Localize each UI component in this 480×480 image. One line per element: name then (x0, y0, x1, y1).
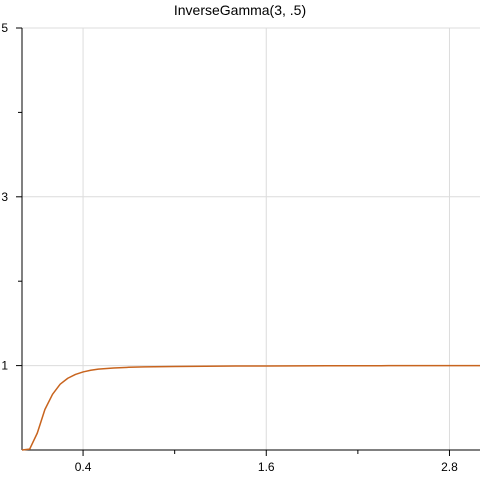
series-layer (21, 364, 480, 451)
series-line (21, 364, 480, 451)
x-tick-label: 1.6 (258, 460, 275, 474)
grid-layer (22, 27, 480, 450)
y-tick-label: 1 (1, 359, 8, 373)
x-tick-label: 0.4 (75, 460, 92, 474)
x-tick-label: 2.8 (441, 460, 458, 474)
axis-layer (16, 27, 480, 456)
chart-title: InverseGamma(3, .5) (174, 2, 306, 18)
y-tick-label: 3 (1, 190, 8, 204)
label-layer: InverseGamma(3, .5) 0.4 1.6 2.8 1 3 5 (1, 2, 458, 474)
y-tick-label: 5 (1, 21, 8, 35)
